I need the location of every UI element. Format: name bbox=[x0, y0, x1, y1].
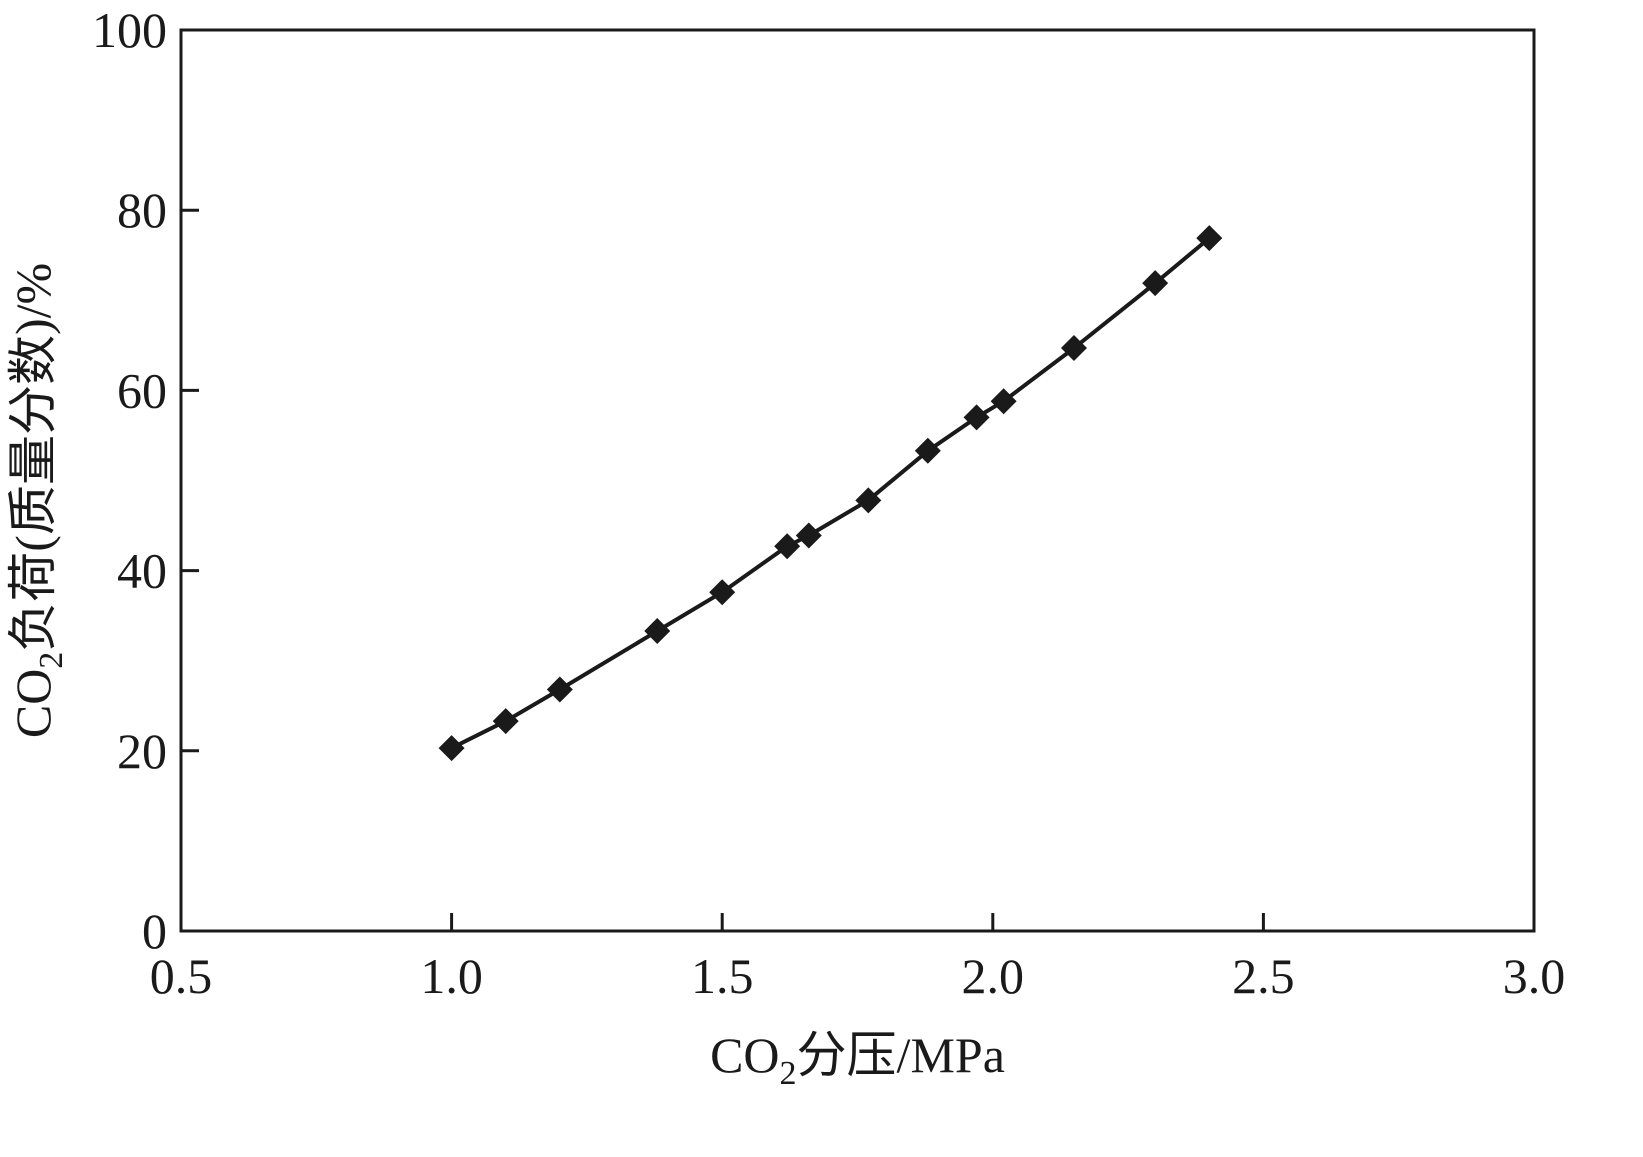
data-point-marker bbox=[855, 487, 882, 514]
y-tick-label: 0 bbox=[142, 903, 167, 959]
x-axis-label-suffix: 分压/MPa bbox=[797, 1027, 1005, 1083]
x-tick-label: 3.0 bbox=[1503, 948, 1566, 1004]
y-tick-label: 40 bbox=[117, 543, 167, 599]
data-point-marker bbox=[963, 404, 990, 431]
plot-area-frame bbox=[179, 28, 1536, 933]
x-tick-label: 2.5 bbox=[1232, 948, 1295, 1004]
x-tick-label: 1.0 bbox=[420, 948, 483, 1004]
y-axis-ticks bbox=[181, 28, 199, 933]
x-tick-label: 2.0 bbox=[962, 948, 1025, 1004]
data-point-marker bbox=[492, 708, 519, 735]
y-tick-label: 20 bbox=[117, 723, 167, 779]
data-point-marker bbox=[1142, 270, 1169, 297]
x-axis-label-subscript: 2 bbox=[780, 1055, 797, 1092]
x-axis-label: CO2分压/MPa bbox=[710, 1027, 1005, 1092]
data-point-marker bbox=[774, 533, 801, 560]
x-tick-label: 0.5 bbox=[150, 948, 213, 1004]
x-axis-ticks bbox=[179, 913, 1536, 931]
series-layer bbox=[438, 225, 1223, 762]
y-axis-label-prefix: CO bbox=[5, 669, 61, 738]
x-axis-label-prefix: CO bbox=[710, 1027, 779, 1083]
data-point-marker bbox=[1060, 335, 1087, 362]
y-tick-label: 60 bbox=[117, 362, 167, 418]
x-axis-tick-labels: 0.5 1.0 1.5 2.0 2.5 3.0 bbox=[150, 948, 1566, 1004]
y-axis-label: CO2负荷(质量分数)/% bbox=[5, 263, 70, 738]
data-point-marker bbox=[644, 617, 671, 644]
y-axis-label-subscript: 2 bbox=[33, 652, 70, 669]
data-point-marker bbox=[438, 735, 465, 762]
y-axis-label-suffix: 负荷(质量分数)/% bbox=[5, 263, 61, 652]
data-point-marker bbox=[709, 579, 736, 606]
data-point-marker bbox=[1196, 225, 1223, 252]
y-tick-label: 100 bbox=[92, 2, 167, 58]
y-axis-tick-labels: 0 20 40 60 80 100 bbox=[92, 2, 167, 959]
data-point-marker bbox=[990, 388, 1017, 415]
data-point-marker bbox=[914, 437, 941, 464]
x-tick-label: 1.5 bbox=[691, 948, 754, 1004]
data-point-marker bbox=[795, 522, 822, 549]
data-point-marker bbox=[546, 676, 573, 703]
y-tick-label: 80 bbox=[117, 182, 167, 238]
series-line bbox=[450, 236, 1211, 750]
